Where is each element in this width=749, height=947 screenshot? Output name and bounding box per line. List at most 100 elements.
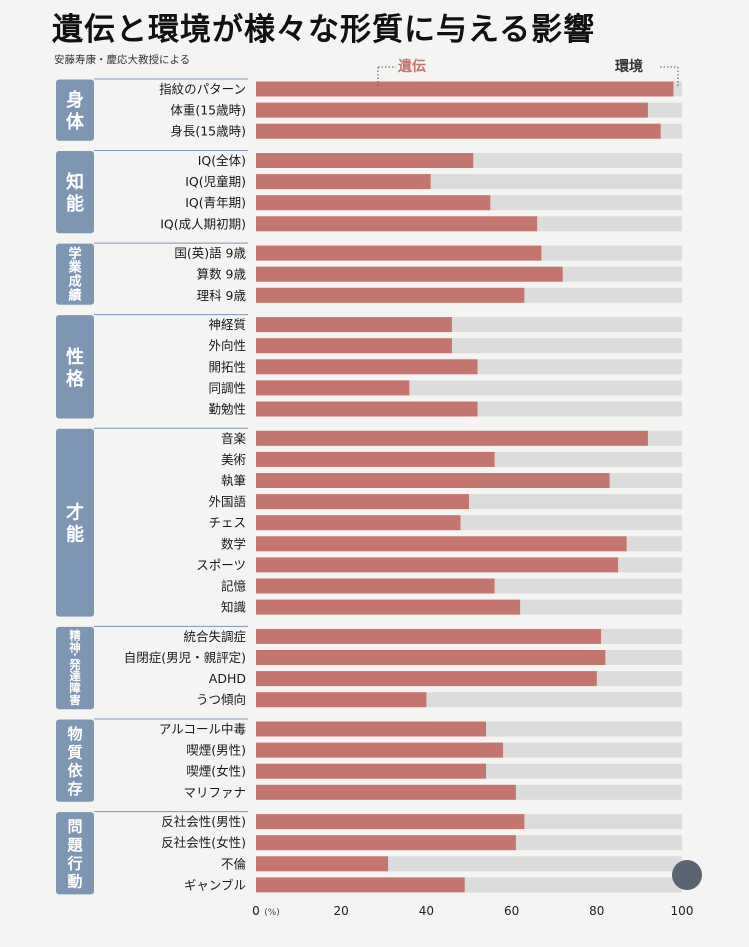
genetic-bar	[256, 430, 648, 446]
group-label-char: 精	[69, 629, 81, 643]
genetic-bar	[256, 317, 452, 333]
item-label: 国(英)語 9歳	[174, 246, 246, 261]
item-label: 記憶	[221, 579, 247, 594]
floating-circle-marker[interactable]	[672, 860, 702, 890]
item-label: マリファナ	[183, 785, 246, 800]
group-box	[56, 315, 94, 419]
item-label: 不倫	[221, 856, 247, 871]
item-label: ADHD	[209, 671, 246, 686]
item-label: 外向性	[208, 338, 246, 353]
item-label: 知識	[221, 600, 246, 615]
genetic-bar	[256, 380, 410, 396]
genetic-bar	[256, 578, 495, 594]
group-label-char: 成	[68, 273, 81, 290]
genetic-bar	[256, 692, 427, 708]
item-label: IQ(全体)	[198, 153, 246, 168]
genetic-bar	[256, 877, 465, 893]
genetic-bar	[256, 599, 521, 615]
item-label: 音楽	[221, 431, 247, 446]
genetic-bar	[256, 557, 619, 573]
group-label-char: 障	[69, 681, 81, 695]
genetic-bar	[256, 536, 627, 552]
item-label: IQ(児童期)	[185, 174, 246, 189]
item-label: 身長(15歳時)	[170, 124, 246, 139]
item-label: 美術	[221, 452, 246, 467]
group-box	[56, 812, 94, 895]
item-label: 算数 9歳	[197, 267, 247, 282]
genetic-bar	[256, 650, 606, 665]
group-label-char: 体	[66, 111, 85, 133]
item-label: IQ(青年期)	[185, 195, 246, 210]
item-label: ギャンブル	[184, 877, 246, 892]
genetic-bar	[256, 245, 542, 261]
genetic-bar	[256, 494, 469, 510]
group-label-char: 知	[66, 171, 84, 193]
item-label: 同調性	[208, 380, 246, 395]
genetic-bar	[256, 671, 597, 687]
genetic-bar	[256, 742, 504, 758]
genetic-bar	[256, 338, 452, 354]
group-label-char: 依	[67, 762, 83, 780]
group-label-char: ・	[70, 651, 79, 661]
page-title: 遺伝と環境が様々な形質に与える影響	[52, 12, 596, 48]
group-label-char: 神	[69, 641, 80, 655]
item-label: スポーツ	[196, 557, 246, 572]
genetic-bar	[256, 401, 478, 417]
genetic-bar	[256, 123, 661, 139]
genetic-bar	[256, 451, 495, 467]
genetic-bar	[256, 287, 525, 303]
group-label-char: 学	[68, 245, 81, 262]
x-tick-label: 80	[589, 904, 604, 918]
genetic-bar	[256, 814, 525, 830]
group-label-char: 存	[67, 780, 82, 798]
genetic-bar	[256, 515, 461, 531]
genetic-bar	[256, 763, 487, 779]
genetic-bar	[256, 721, 487, 737]
x-axis-unit: (%)	[264, 908, 280, 918]
item-label: IQ(成人期初期)	[160, 216, 246, 231]
group-label-char: 行	[66, 854, 82, 872]
group-box	[56, 79, 94, 141]
item-label: 開拓性	[208, 359, 246, 374]
group-label-char: 害	[69, 693, 80, 707]
group-label-char: 能	[66, 193, 84, 215]
group-label-char: 問	[67, 818, 82, 836]
group-box	[56, 243, 94, 305]
group-label-char: 格	[66, 368, 85, 390]
genetic-bar	[256, 359, 478, 375]
genetic-bar	[256, 153, 474, 168]
group-label-char: 発	[68, 657, 81, 671]
item-label: 神経質	[208, 317, 246, 332]
x-tick-label: 60	[504, 904, 519, 918]
group-label-char: 動	[67, 873, 82, 891]
legend-environment-label: 環境	[615, 58, 643, 75]
x-tick-label: 0	[252, 904, 260, 918]
group-label-char: 性	[66, 346, 84, 368]
genetic-bar	[256, 266, 563, 282]
group-box	[56, 626, 94, 710]
legend-genetic-label: 遺伝	[398, 58, 426, 75]
x-tick-label: 20	[334, 904, 349, 918]
genetic-bar	[256, 102, 648, 118]
item-label: 反社会性(男性)	[161, 814, 246, 829]
page-subtitle: 安藤寿康・慶応大教授による	[54, 54, 191, 66]
item-label: 勤勉性	[208, 402, 246, 417]
x-tick-label: 100	[671, 904, 694, 918]
item-label: うつ傾向	[196, 692, 246, 707]
group-label-char: 題	[67, 836, 83, 854]
item-label: 自閉症(男児・親評定)	[124, 650, 246, 665]
item-label: 指紋のパターン	[159, 82, 246, 97]
genetic-bar	[256, 473, 610, 488]
genetic-bar	[256, 174, 431, 190]
genetic-bar	[256, 835, 516, 851]
item-label: 執筆	[221, 473, 246, 488]
group-box	[56, 428, 94, 617]
item-label: 理科 9歳	[197, 288, 247, 303]
genetic-bar	[256, 628, 602, 644]
item-label: アルコール中毒	[159, 722, 246, 737]
item-label: チェス	[208, 515, 246, 530]
genetic-bar	[256, 784, 516, 800]
item-label: 数学	[221, 536, 246, 551]
item-label: 反社会性(女性)	[161, 835, 246, 850]
